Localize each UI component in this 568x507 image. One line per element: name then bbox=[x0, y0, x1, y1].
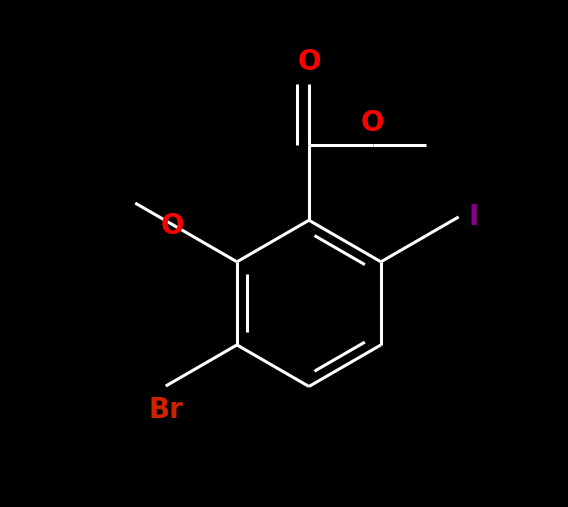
Text: O: O bbox=[361, 109, 385, 137]
Text: O: O bbox=[297, 48, 321, 76]
Text: I: I bbox=[469, 203, 479, 231]
Text: Br: Br bbox=[148, 396, 183, 424]
Text: O: O bbox=[160, 212, 183, 240]
